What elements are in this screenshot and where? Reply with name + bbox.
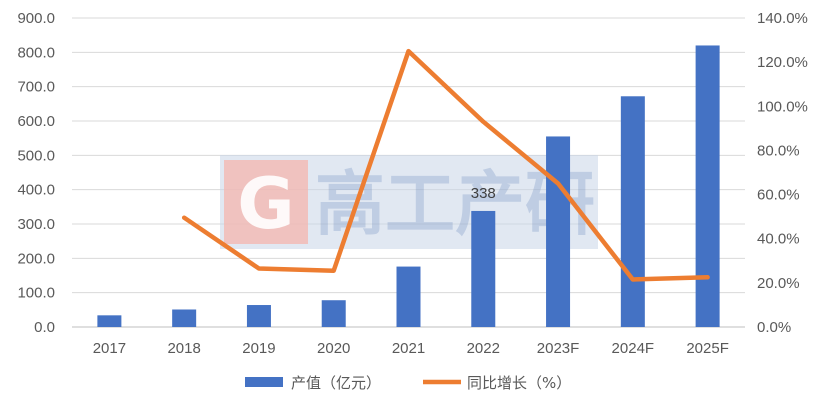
legend-label-line: 同比增长（%） — [467, 374, 571, 392]
x-tick-label: 2023F — [537, 340, 580, 357]
bar — [396, 266, 421, 327]
y-right-tick-label: 20.0% — [757, 275, 800, 292]
bar — [246, 305, 271, 327]
y-left-tick-label: 200.0 — [17, 250, 55, 267]
y-left-tick-label: 800.0 — [17, 44, 55, 61]
x-tick-label: 2020 — [317, 340, 350, 357]
y-right-tick-label: 120.0% — [757, 54, 808, 71]
line-series — [181, 48, 710, 282]
x-axis: 2017 2018 2019 2020 2021 2022 2023F 2024F 2025F — [93, 340, 729, 357]
y-left-tick-label: 400.0 — [17, 182, 55, 199]
bar — [471, 210, 496, 327]
y-left-tick-label: 0.0 — [34, 319, 55, 336]
y-right-tick-label: 60.0% — [757, 187, 800, 204]
x-tick-label: 2024F — [612, 340, 655, 357]
x-tick-label: 2017 — [93, 340, 126, 357]
y-left-tick-label: 700.0 — [17, 79, 55, 96]
y-right-tick-label: 40.0% — [757, 231, 800, 248]
y-right-tick-label: 80.0% — [757, 142, 800, 159]
y-left-tick-label: 300.0 — [17, 216, 55, 233]
y-left-tick-label: 100.0 — [17, 285, 55, 302]
y-right-tick-label: 140.0% — [757, 10, 808, 27]
bar — [97, 315, 122, 327]
x-tick-label: 2021 — [392, 340, 425, 357]
x-tick-label: 2025F — [686, 340, 729, 357]
bar — [546, 136, 571, 327]
x-tick-label: 2018 — [167, 340, 200, 357]
y-left-tick-label: 600.0 — [17, 113, 55, 130]
y-right-tick-label: 0.0% — [757, 319, 791, 336]
right-axis: 0.0% 20.0% 40.0% 60.0% 80.0% 100.0% 120.0% 140.… — [757, 10, 808, 336]
legend-label-bar: 产值（亿元） — [291, 374, 381, 392]
bar — [620, 96, 645, 327]
bar — [321, 300, 346, 327]
x-tick-label: 2022 — [467, 340, 500, 357]
y-right-tick-label: 100.0% — [757, 98, 808, 115]
left-axis: 0.0 100.0 200.0 300.0 400.0 500.0 600.0 700.0 80… — [17, 10, 55, 336]
bar — [172, 309, 197, 327]
watermark-logo-box — [224, 160, 308, 244]
y-left-tick-label: 500.0 — [17, 147, 55, 164]
legend-swatch-bar — [245, 377, 283, 387]
x-tick-label: 2019 — [242, 340, 275, 357]
y-left-tick-label: 900.0 — [17, 10, 55, 27]
data-labels: 338 — [471, 185, 496, 202]
legend: 产值（亿元） 同比增长（%） — [245, 374, 571, 392]
growth-line — [181, 48, 710, 282]
bar-data-label: 338 — [471, 185, 496, 202]
bar — [695, 45, 720, 327]
watermark-logo-letter: G — [237, 163, 294, 245]
bar-series — [97, 45, 720, 327]
